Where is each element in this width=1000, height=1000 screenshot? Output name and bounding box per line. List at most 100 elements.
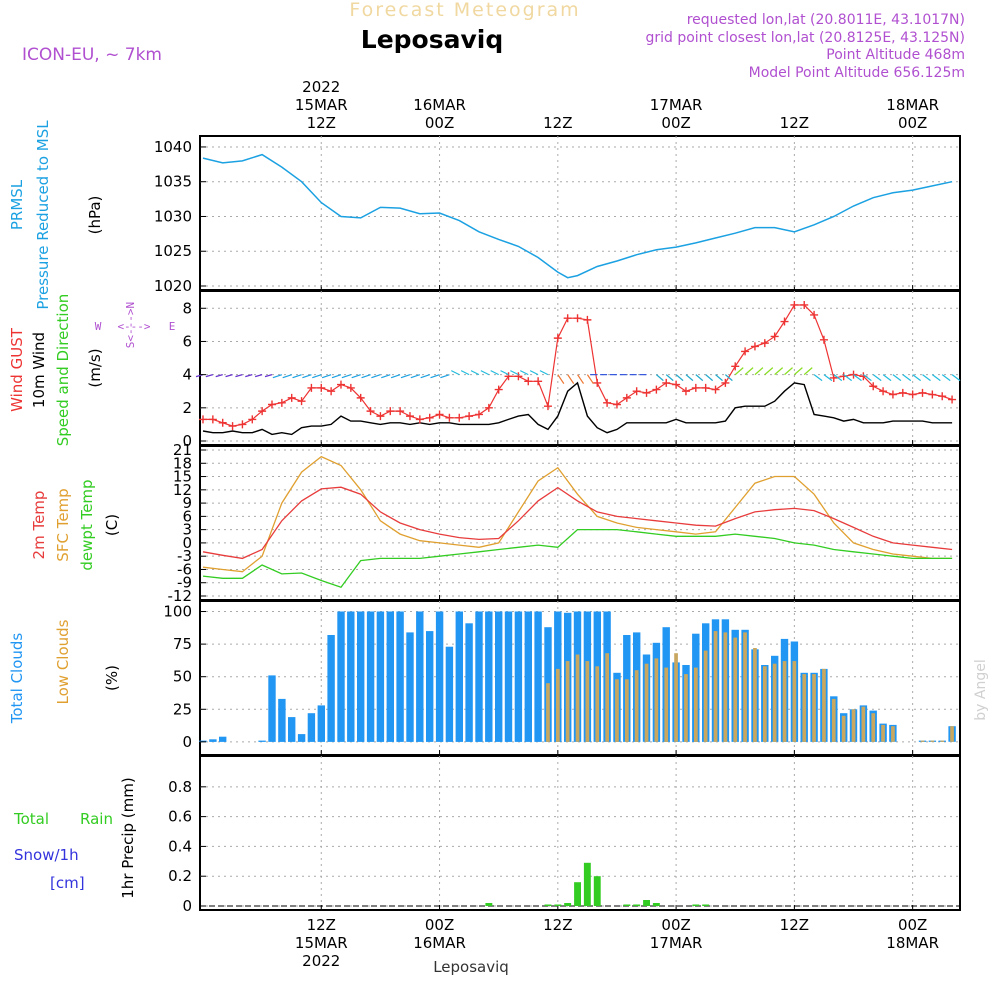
bar-total-cloud: [495, 611, 503, 742]
wind-arrow: [557, 374, 565, 384]
gust-marker: [810, 310, 819, 319]
y-tick-label: 1040: [154, 138, 192, 156]
bar-low-cloud: [575, 654, 580, 742]
label-hpa: (hPa): [86, 196, 104, 235]
wind-arrow: [361, 374, 371, 379]
gust-marker: [307, 383, 316, 392]
bar-low-cloud: [861, 706, 866, 742]
time-label-top: 00Z: [661, 114, 690, 132]
y-tick-label: 1020: [154, 277, 192, 295]
bar-low-cloud: [743, 632, 747, 742]
bar-total-cloud: [268, 675, 276, 742]
wind-arrow: [470, 370, 480, 376]
bar-low-cloud: [713, 631, 718, 742]
gust-marker: [425, 413, 434, 422]
bar-total-cloud: [347, 611, 355, 742]
time-label-top: 18MAR: [886, 96, 939, 114]
label-ms: (m/s): [86, 348, 104, 387]
gust-marker: [474, 410, 483, 419]
wind-arrow: [510, 370, 519, 376]
wind-arrow: [577, 374, 585, 384]
label-low-clouds: Low Clouds: [54, 619, 72, 704]
wind-arrow: [843, 374, 853, 382]
y-tick-label: 21: [173, 441, 192, 459]
bar-rain: [583, 862, 591, 906]
gust-marker: [228, 422, 237, 431]
bar-total-cloud: [366, 611, 375, 742]
wind-arrow: [529, 370, 539, 376]
bar-rain: [564, 903, 572, 906]
gust-marker: [642, 388, 651, 397]
wind-arrow: [912, 374, 922, 382]
gust-marker: [731, 362, 740, 371]
gust-marker: [563, 314, 572, 323]
gust-marker: [238, 420, 247, 429]
bar-low-cloud: [546, 683, 550, 742]
bar-total-cloud: [307, 713, 316, 742]
y-tick-label: 1035: [154, 173, 192, 191]
bar-low-cloud: [703, 650, 708, 742]
watermark: by Angel: [973, 659, 989, 720]
time-label-top: 15MAR: [295, 96, 348, 114]
bar-total-cloud: [199, 740, 207, 742]
time-label-top: 17MAR: [650, 96, 703, 114]
wind-arrow: [235, 374, 243, 378]
gust-marker: [652, 385, 661, 394]
label-rain: Rain: [80, 810, 113, 828]
gust-marker: [928, 390, 937, 399]
gust-marker: [553, 334, 562, 343]
gust-marker: [258, 407, 267, 416]
wind-arrow: [264, 374, 273, 378]
gust-marker: [583, 315, 592, 324]
y-tick-label: 50: [173, 668, 192, 686]
y-tick-label: 18: [173, 454, 192, 472]
bar-rain: [554, 904, 562, 906]
series-10m-wind: [202, 381, 953, 436]
time-label-bottom: 18MAR: [886, 934, 939, 952]
wind-arrow: [292, 374, 302, 379]
wind-arrow: [519, 370, 529, 376]
wind-arrow: [892, 374, 902, 382]
label-speed-dir: Speed and Direction: [54, 294, 72, 447]
y-tick-label: 0: [182, 432, 192, 450]
gust-marker: [908, 390, 917, 399]
bar-total-cloud: [297, 734, 306, 742]
bar-total-cloud: [445, 646, 454, 742]
gust-marker: [770, 332, 779, 341]
y-tick-label: -6: [177, 560, 192, 578]
bar-low-cloud: [851, 709, 856, 742]
bar-rain: [485, 903, 493, 906]
wind-arrow: [764, 367, 774, 376]
y-tick-label: 12: [173, 481, 192, 499]
wind-arrow: [254, 374, 263, 378]
gust-marker: [208, 415, 217, 424]
y-tick-label: -9: [177, 574, 192, 592]
wind-arrow: [793, 367, 803, 376]
wind-arrow: [863, 374, 872, 382]
gust-marker: [277, 398, 286, 407]
y-tick-label: 9: [182, 494, 192, 512]
bar-total-cloud: [258, 740, 266, 742]
gust-marker: [662, 378, 671, 387]
bar-low-cloud: [871, 713, 876, 742]
wind-arrow: [500, 370, 509, 376]
y-tick-label: 0.6: [168, 808, 192, 826]
bar-low-cloud: [733, 637, 738, 742]
bar-rain: [544, 904, 552, 906]
gust-marker: [632, 387, 641, 396]
gust-marker: [199, 415, 207, 424]
bar-total-cloud: [219, 736, 227, 742]
y-tick-label: -12: [168, 587, 193, 605]
gust-marker: [484, 403, 493, 412]
wind-arrow: [902, 374, 912, 382]
wind-arrow: [774, 367, 784, 376]
gust-marker: [603, 398, 612, 407]
point-altitude: Point Altitude 468m: [826, 47, 965, 63]
gust-marker: [514, 372, 523, 381]
gust-marker: [455, 413, 464, 422]
wind-arrow: [833, 374, 843, 382]
bar-low-cloud: [684, 674, 688, 742]
time-label-top: 00Z: [898, 114, 927, 132]
wind-arrow: [931, 374, 941, 382]
wind-arrow: [480, 370, 490, 376]
